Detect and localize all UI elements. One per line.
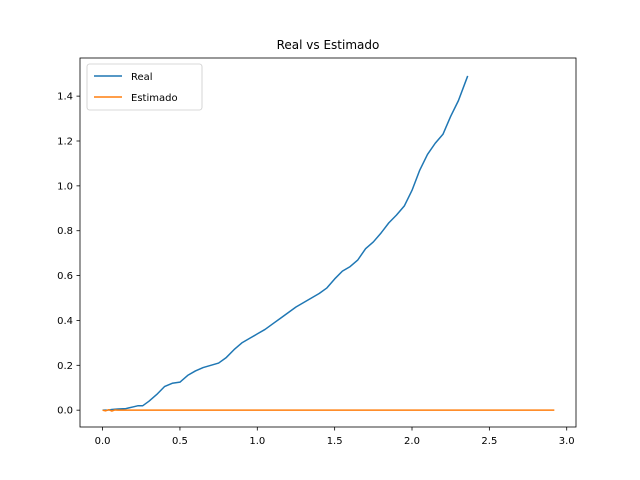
series-line-real xyxy=(102,75,469,411)
legend-label: Estimado xyxy=(131,93,178,104)
axes-frame xyxy=(79,57,577,428)
y-tick-label: 0.4 xyxy=(57,316,73,327)
x-tick-label: 2.0 xyxy=(404,436,420,447)
y-axis: 0.0 0.2 0.4 0.6 0.8 1.0 1.2 1.4 xyxy=(57,92,80,417)
y-tick-label: 1.2 xyxy=(57,136,73,147)
series-layer xyxy=(102,75,555,412)
x-axis: 0.0 0.5 1.0 1.5 2.0 2.5 3.0 xyxy=(95,427,575,447)
legend-label: Real xyxy=(131,72,153,83)
y-tick-label: 0.0 xyxy=(57,406,73,417)
x-tick-label: 1.5 xyxy=(327,436,343,447)
x-tick-label: 2.5 xyxy=(481,436,497,447)
series-line-estimado xyxy=(102,408,555,412)
y-tick-label: 1.0 xyxy=(57,181,73,192)
x-tick-label: 0.5 xyxy=(172,436,188,447)
x-tick-label: 1.0 xyxy=(249,436,265,447)
y-tick-label: 0.8 xyxy=(57,226,73,237)
chart-title: Real vs Estimado xyxy=(277,38,380,52)
y-tick-label: 1.4 xyxy=(57,92,73,103)
y-tick-label: 0.6 xyxy=(57,271,73,282)
legend: Real Estimado xyxy=(86,63,203,111)
x-tick-label: 0.0 xyxy=(95,436,111,447)
x-tick-label: 3.0 xyxy=(559,436,575,447)
y-tick-label: 0.2 xyxy=(57,361,73,372)
